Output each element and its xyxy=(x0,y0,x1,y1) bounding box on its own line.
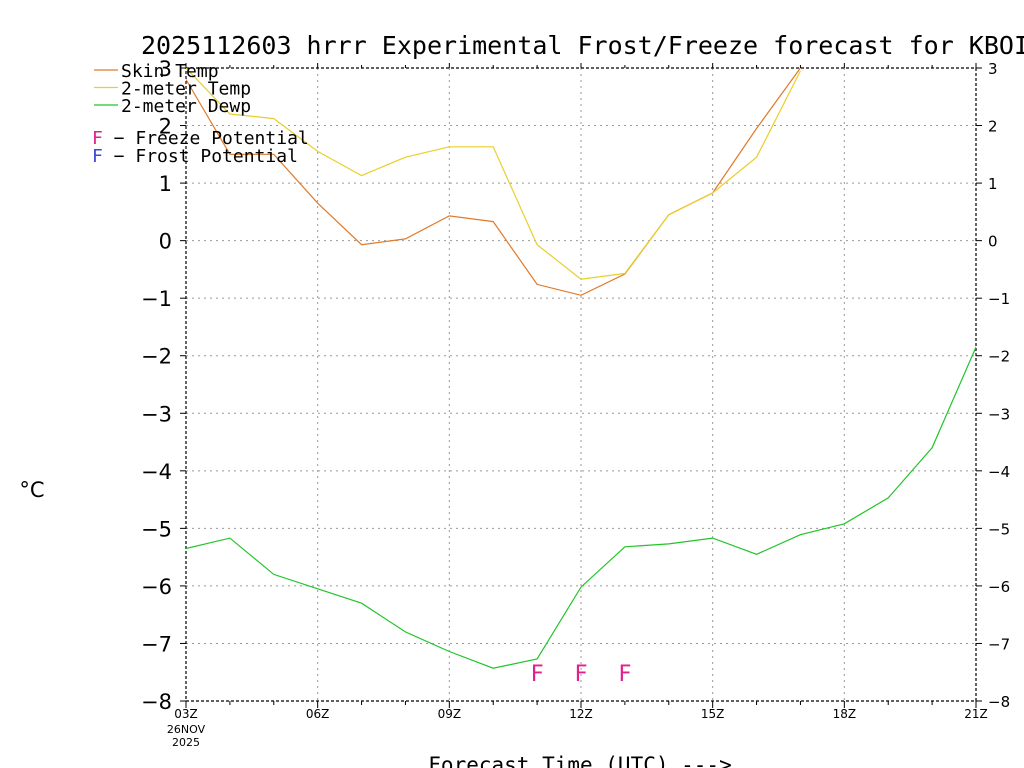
freeze-potential-marker: F xyxy=(574,662,587,687)
date-label-day: 26NOV xyxy=(167,723,206,736)
series-line-2-meter-temp xyxy=(186,68,801,280)
potential-legend-marker: F xyxy=(92,128,103,149)
y-tick-label: 0 xyxy=(159,230,172,254)
axis-ticks: 3 3 2 2 1 1 0 0 −1 −1 −2 −2 −3 −3 −4 −4 −5 −5 −6 −6 −7 −7 −8 −8… xyxy=(141,57,1010,721)
y-tick-label-right: −8 xyxy=(988,693,1010,711)
potential-legend-label: − Freeze Potential xyxy=(103,128,309,149)
legend-label: 2-meter Temp xyxy=(121,79,251,100)
legend-label: 2-meter Dewp xyxy=(121,96,251,117)
x-tick-label: 03Z xyxy=(174,707,198,721)
y-tick-label: −6 xyxy=(141,575,172,599)
potential-legend-entry: F − Freeze Potential xyxy=(92,128,309,149)
y-tick-label: −8 xyxy=(141,690,172,714)
plot-frame xyxy=(185,67,977,702)
legend-label: Skin Temp xyxy=(121,61,219,82)
y-tick-label-right: 2 xyxy=(988,118,998,136)
y-tick-label: −2 xyxy=(141,345,172,369)
x-tick-label: 18Z xyxy=(833,707,857,721)
y-tick-label-right: 3 xyxy=(988,60,998,78)
y-tick-label: 3 xyxy=(159,57,172,81)
y-tick-label: 2 xyxy=(159,115,172,139)
y-tick-label-right: −6 xyxy=(988,578,1010,596)
series-line-2-meter-dewp xyxy=(186,346,976,669)
y-tick-label-right: 0 xyxy=(988,233,998,251)
chart-title: 2025112603 hrrr Experimental Frost/Freez… xyxy=(141,31,1024,60)
y-axis-label: °C xyxy=(19,478,44,502)
series-line-skin-temp xyxy=(186,68,801,296)
series-lines xyxy=(186,68,976,669)
y-tick-label-right: −4 xyxy=(988,463,1010,481)
date-label-year: 2025 xyxy=(172,736,200,749)
potential-legend-marker: F xyxy=(92,146,103,167)
y-tick-label: −3 xyxy=(141,402,172,426)
x-tick-label: 09Z xyxy=(438,707,462,721)
y-tick-label-right: −2 xyxy=(988,348,1010,366)
x-tick-label: 06Z xyxy=(306,707,330,721)
y-tick-label: −5 xyxy=(141,517,172,541)
x-tick-label: 12Z xyxy=(569,707,593,721)
y-tick-label: −4 xyxy=(141,460,172,484)
y-tick-label: 1 xyxy=(159,172,172,196)
x-tick-label: 21Z xyxy=(964,707,988,721)
y-tick-label-right: −1 xyxy=(988,290,1010,308)
y-tick-label-right: 1 xyxy=(988,175,998,193)
freeze-potential-marker: F xyxy=(530,662,543,687)
y-tick-label: −1 xyxy=(141,287,172,311)
x-axis-label: Forecast Time (UTC) ---> xyxy=(428,753,731,768)
y-tick-label: −7 xyxy=(141,632,172,656)
y-tick-label-right: −5 xyxy=(988,520,1010,538)
potential-legend-entry: F − Frost Potential xyxy=(92,146,298,167)
freeze-potential-marker: F xyxy=(618,662,631,687)
potential-legend-label: − Frost Potential xyxy=(103,146,298,167)
y-tick-label-right: −7 xyxy=(988,635,1010,653)
y-tick-label-right: −3 xyxy=(988,405,1010,423)
x-tick-label: 15Z xyxy=(701,707,725,721)
grid xyxy=(186,68,976,701)
